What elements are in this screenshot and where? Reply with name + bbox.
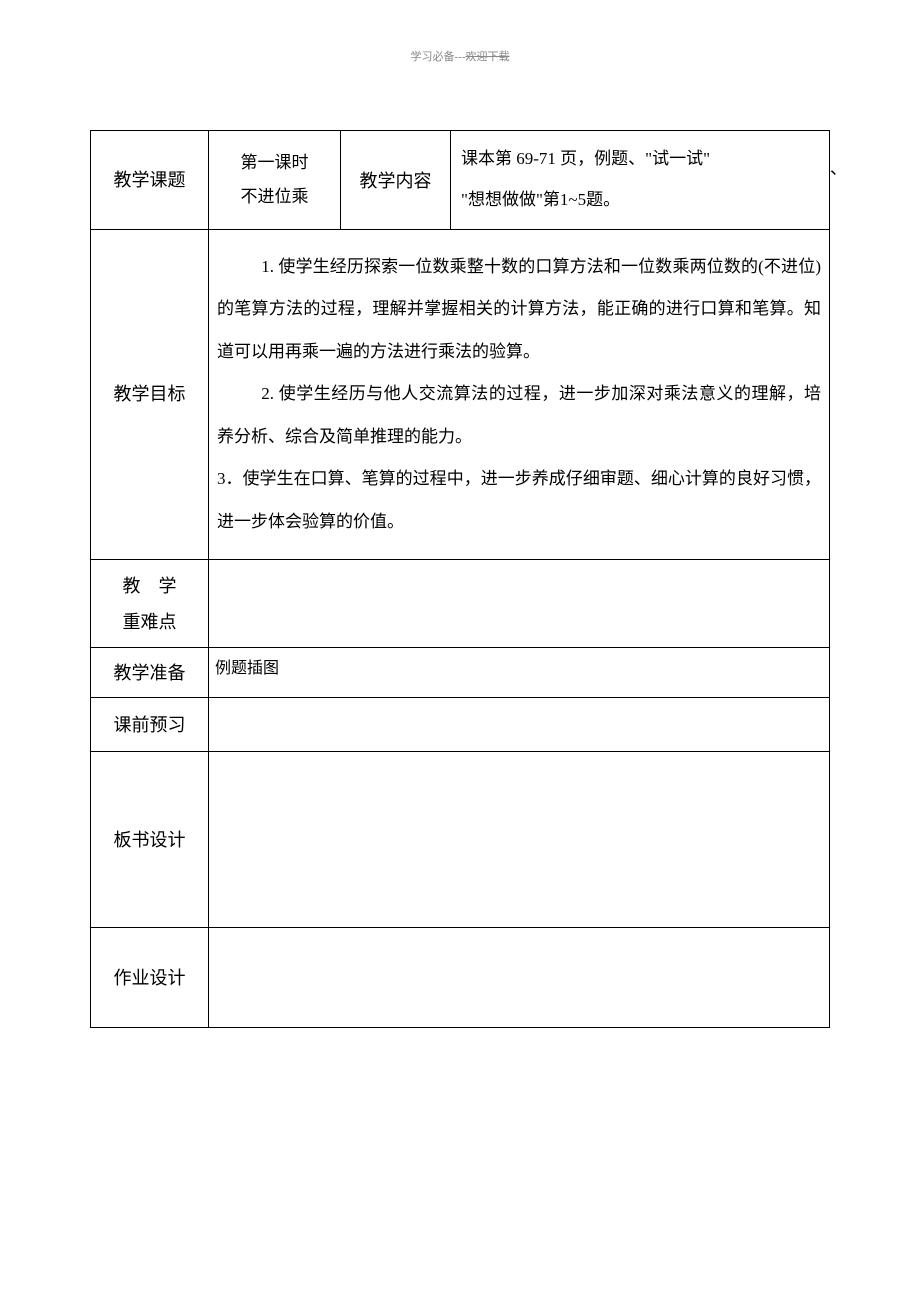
page-header: 学习必备---欢迎下载 <box>0 48 920 64</box>
row-objectives: 教学目标 1. 使学生经历探索一位数乘整十数的口算方法和一位数乘两位数的(不进位… <box>91 229 830 560</box>
cell-homework <box>209 928 830 1028</box>
key-difficult-line2: 重难点 <box>91 604 208 640</box>
objective-2: 2. 使学生经历与他人交流算法的过程，进一步加深对乘法意义的理解，培养分析、综合… <box>217 373 821 458</box>
label-key-difficult: 教 学 重难点 <box>91 560 209 648</box>
lesson-period-line2: 不进位乘 <box>213 180 336 214</box>
header-left: 学习必备 <box>411 51 455 63</box>
row-preparation: 教学准备 例题插图 <box>91 648 830 698</box>
header-sep: --- <box>455 51 466 63</box>
label-board-design: 板书设计 <box>91 752 209 928</box>
label-teaching-objectives: 教学目标 <box>91 229 209 560</box>
overflow-punct: 、 <box>830 149 847 190</box>
objective-3: 3．使学生在口算、笔算的过程中，进一步养成仔细审题、细心计算的良好习惯，进一步体… <box>217 458 821 543</box>
cell-preview <box>209 698 830 752</box>
objective-1: 1. 使学生经历探索一位数乘整十数的口算方法和一位数乘两位数的(不进位)的笔算方… <box>217 246 821 374</box>
row-topic: 教学课题 第一课时 不进位乘 教学内容 课本第 69-71 页，例题、"试一试"… <box>91 131 830 230</box>
row-homework: 作业设计 <box>91 928 830 1028</box>
cell-lesson-period: 第一课时 不进位乘 <box>209 131 341 230</box>
label-teaching-content: 教学内容 <box>341 131 451 230</box>
label-teaching-topic: 教学课题 <box>91 131 209 230</box>
key-difficult-line1: 教 学 <box>91 568 208 604</box>
cell-board-design <box>209 752 830 928</box>
label-homework: 作业设计 <box>91 928 209 1028</box>
lesson-period-line1: 第一课时 <box>213 146 336 180</box>
content-line1: 课本第 69-71 页，例题、"试一试" <box>461 139 819 180</box>
cell-teaching-content: 课本第 69-71 页，例题、"试一试" "想想做做"第1~5题。 、 <box>451 131 830 230</box>
row-key-difficult: 教 学 重难点 <box>91 560 830 648</box>
label-preview: 课前预习 <box>91 698 209 752</box>
content-line2: "想想做做"第1~5题。 <box>461 180 819 221</box>
cell-objectives: 1. 使学生经历探索一位数乘整十数的口算方法和一位数乘两位数的(不进位)的笔算方… <box>209 229 830 560</box>
header-right: 欢迎下载 <box>466 51 510 63</box>
lesson-plan-table-wrap: 教学课题 第一课时 不进位乘 教学内容 课本第 69-71 页，例题、"试一试"… <box>90 130 830 1028</box>
cell-preparation: 例题插图 <box>209 648 830 698</box>
row-board-design: 板书设计 <box>91 752 830 928</box>
row-preview: 课前预习 <box>91 698 830 752</box>
lesson-plan-table: 教学课题 第一课时 不进位乘 教学内容 课本第 69-71 页，例题、"试一试"… <box>90 130 830 1028</box>
cell-key-difficult <box>209 560 830 648</box>
label-preparation: 教学准备 <box>91 648 209 698</box>
